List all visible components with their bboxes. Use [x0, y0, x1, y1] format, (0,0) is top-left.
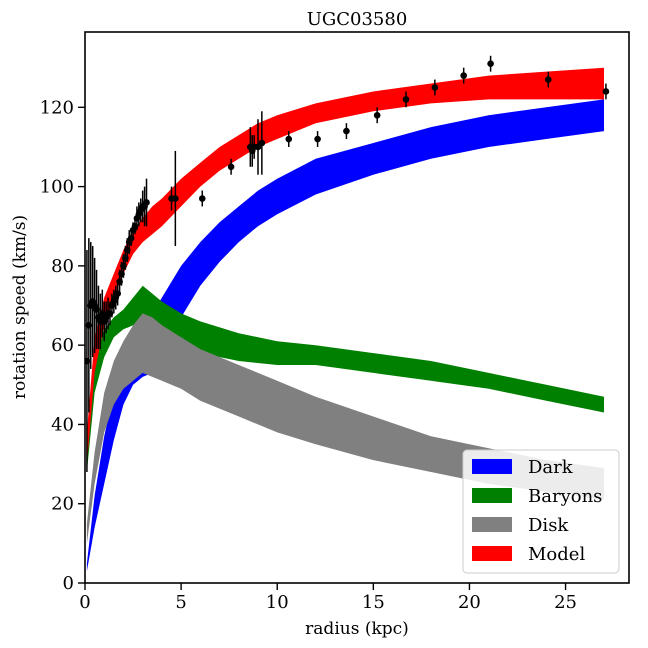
data-point	[314, 135, 321, 143]
data-point	[602, 88, 610, 95]
data-point	[198, 195, 206, 202]
plot-frame	[84, 31, 630, 584]
y-tick-label: 0	[63, 573, 74, 594]
x-tick-label: 10	[266, 592, 289, 613]
legend-label-disk: Disk	[528, 515, 569, 536]
x-axis-label: radius (kpc)	[305, 619, 409, 639]
y-axis-ticks: 0 20 40 60 80 100 120	[40, 97, 85, 594]
data-point	[258, 139, 266, 147]
data-point	[172, 195, 179, 202]
y-tick-label: 80	[51, 256, 74, 277]
legend: Dark Baryons Disk Model	[462, 449, 620, 574]
x-tick-label: 15	[362, 592, 385, 613]
data-point	[343, 127, 350, 135]
data-point	[373, 111, 381, 119]
legend-label-model: Model	[528, 544, 585, 565]
legend-box	[462, 449, 620, 574]
data-point	[431, 84, 439, 91]
data-point	[544, 76, 552, 83]
y-tick-label: 20	[51, 494, 74, 515]
y-tick-label: 40	[51, 414, 74, 435]
legend-label-dark: Dark	[528, 457, 574, 478]
band-disk	[86, 313, 604, 544]
data-point	[285, 135, 293, 143]
y-tick-label: 100	[40, 177, 74, 198]
data-point	[143, 199, 150, 206]
data-point	[460, 72, 467, 79]
legend-label-baryons: Baryons	[528, 486, 602, 507]
x-tick-label: 0	[79, 592, 90, 613]
y-tick-label: 60	[51, 335, 74, 356]
band-baryons	[86, 285, 604, 472]
legend-swatch-disk	[472, 517, 512, 532]
legend-swatch-baryons	[472, 488, 512, 503]
x-tick-label: 25	[554, 592, 577, 613]
legend-swatch-dark	[472, 459, 512, 474]
band-model	[86, 67, 604, 465]
model-bands	[86, 67, 604, 572]
x-tick-label: 5	[175, 592, 186, 613]
data-point	[487, 60, 494, 68]
y-axis-label: rotation speed (km/s)	[10, 215, 30, 399]
observed-data-points	[85, 55, 610, 473]
y-tick-label: 120	[40, 97, 74, 118]
chart-title: UGC03580	[307, 9, 408, 30]
legend-swatch-model	[472, 546, 512, 561]
data-point	[402, 96, 410, 103]
x-tick-label: 20	[458, 592, 481, 613]
x-axis-ticks: 0 5 10 15 20 25	[79, 583, 577, 613]
data-point	[227, 163, 235, 171]
